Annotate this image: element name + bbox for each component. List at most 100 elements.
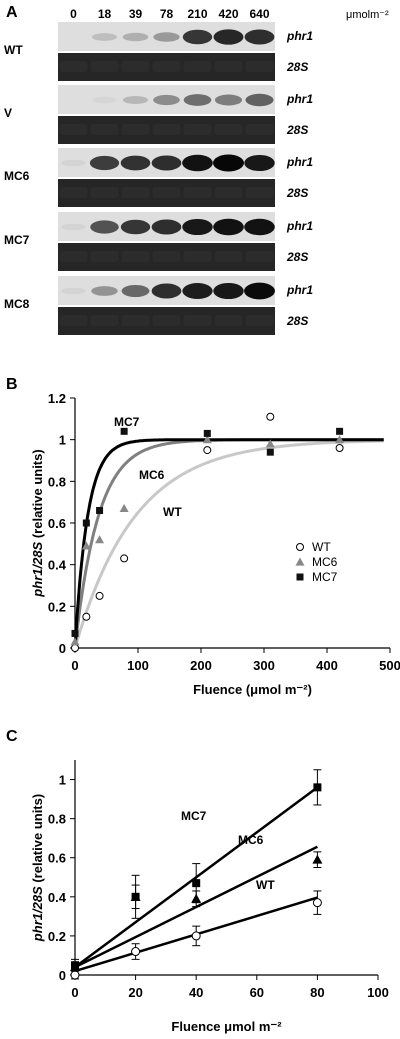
panel-b-letter: B: [6, 376, 18, 393]
data-point-open-circle: [312, 898, 322, 908]
fluence-label: 210: [187, 7, 207, 21]
phr1-band: [92, 96, 117, 104]
line-label: WT: [256, 878, 275, 892]
y-tick-label: 0.4: [48, 558, 67, 573]
x-tick-label: 100: [127, 658, 149, 673]
phr1-band: [182, 218, 213, 236]
line-label: MC6: [238, 833, 264, 847]
phr1-band: [213, 29, 244, 45]
data-point-square: [71, 629, 79, 637]
rrna-band: [245, 315, 274, 326]
x-tick-label: 300: [253, 658, 275, 673]
data-point-square: [336, 427, 344, 435]
rrna-band: [152, 251, 181, 262]
y-tick-label: 0: [59, 641, 66, 656]
rrna-band: [183, 315, 212, 326]
data-point-open-circle: [191, 931, 201, 941]
phr1-band: [245, 93, 274, 107]
rrna-band: [59, 251, 88, 262]
fit-curve-mc6: [73, 438, 384, 649]
rrna-band: [90, 251, 119, 262]
fit-curve-wt: [73, 439, 384, 649]
y-tick-label: 0.4: [48, 890, 67, 905]
data-point-open-circle: [82, 612, 91, 621]
curve-label: MC6: [139, 468, 165, 482]
data-point-open-circle: [70, 970, 80, 980]
phr1-label: phr1: [286, 29, 313, 43]
data-point-open-circle: [71, 644, 79, 652]
y-tick-label: 0.8: [48, 812, 66, 827]
phr1-band: [213, 154, 244, 172]
phr1-band: [122, 32, 149, 42]
rrna-28s-label: 28S: [286, 60, 308, 74]
rrna-band: [59, 124, 88, 135]
x-tick-label: 20: [128, 985, 142, 1000]
fluence-label: 39: [129, 7, 143, 21]
panel-c-chart: C 0 0.2 0.4 0.6 0.8 1 0 20 40 60 80 100 Fluence μmol…: [6, 728, 389, 1034]
y-tick-label: 0: [59, 968, 66, 983]
data-point-square: [313, 783, 322, 792]
data-point-triangle: [70, 637, 80, 646]
rrna-band: [183, 187, 212, 198]
data-point-square: [96, 507, 104, 514]
data-point-open-circle: [266, 412, 275, 421]
rrna-band: [121, 61, 150, 72]
rrna-band: [90, 61, 119, 72]
y-axis-title: phr1/28S (relative units): [30, 449, 45, 597]
rrna-band: [90, 124, 119, 135]
phr1-band: [61, 159, 86, 167]
data-point-triangle: [265, 439, 275, 448]
rrna-band: [121, 187, 150, 198]
x-tick-label: 40: [189, 985, 203, 1000]
y-tick-label: 0.6: [48, 851, 66, 866]
legend-entry: WT: [312, 540, 331, 554]
rrna-band: [152, 315, 181, 326]
phr1-band: [90, 220, 119, 234]
phr1-band: [120, 155, 151, 171]
legend-entry: MC6: [312, 555, 338, 569]
y-axis-title: phr1/28S (relative units): [30, 794, 45, 942]
y-tick-label: 0.6: [48, 516, 66, 531]
rrna-band: [183, 124, 212, 135]
rrna-band: [245, 187, 274, 198]
rrna-band: [90, 187, 119, 198]
rrna-band: [121, 251, 150, 262]
data-point-square: [192, 879, 201, 888]
data-point-open-circle: [296, 543, 304, 551]
rrna-band: [214, 187, 243, 198]
panel-c-letter: C: [6, 728, 18, 745]
data-point-triangle: [95, 535, 105, 544]
data-point-square: [131, 892, 140, 901]
phr1-band: [153, 94, 180, 106]
y-tick-label: 0.2: [48, 599, 66, 614]
fluence-header: 0 18 39 78 210 420 640: [70, 7, 270, 21]
rrna-band: [152, 124, 181, 135]
data-point-open-circle: [95, 591, 104, 600]
x-tick-label: 0: [71, 658, 78, 673]
phr1-band: [121, 284, 150, 298]
data-point-square: [203, 429, 211, 437]
blot-row-label: MC6: [4, 169, 30, 183]
phr1-label: phr1: [286, 283, 313, 297]
phr1-band: [151, 219, 182, 235]
fluence-label: 420: [218, 7, 238, 21]
data-point-triangle: [312, 854, 323, 864]
rrna-band: [90, 315, 119, 326]
phr1-band: [91, 286, 118, 296]
rrna-28s-label: 28S: [286, 123, 308, 137]
rrna-28s-label: 28S: [286, 250, 308, 264]
rrna-band: [245, 124, 274, 135]
legend-entry: MC7: [312, 570, 338, 584]
x-tick-label: 0: [71, 985, 78, 1000]
rrna-band: [214, 61, 243, 72]
blot-row-label: WT: [4, 43, 23, 57]
curve-label: WT: [163, 505, 182, 519]
rrna-band: [59, 187, 88, 198]
phr1-band: [61, 287, 86, 295]
data-point-triangle: [202, 435, 212, 444]
rrna-band: [59, 61, 88, 72]
rrna-band: [245, 251, 274, 262]
data-point-triangle: [81, 541, 91, 550]
blot-row-label: MC8: [4, 297, 30, 311]
